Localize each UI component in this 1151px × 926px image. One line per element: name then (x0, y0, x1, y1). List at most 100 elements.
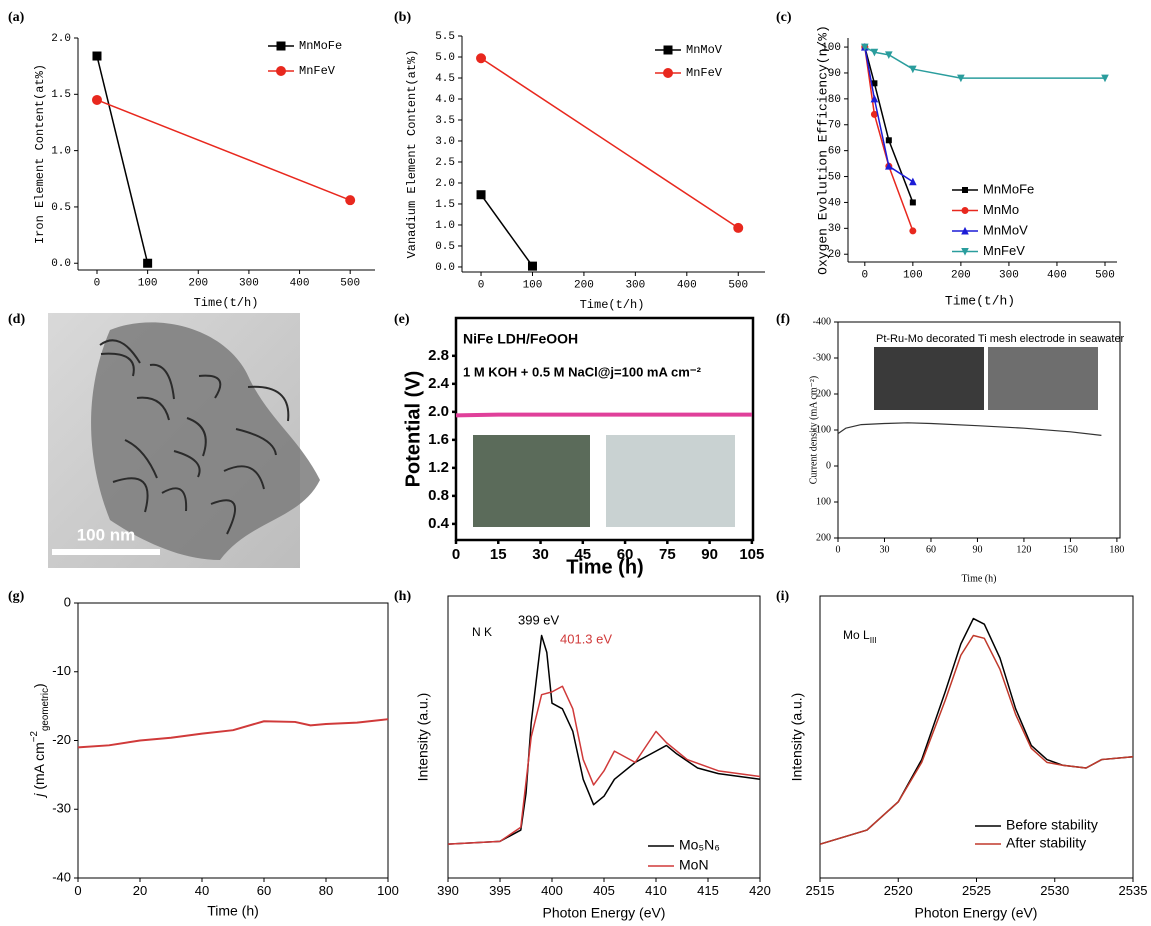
series-line (480, 194, 534, 267)
y-axis-label: Iron Element Content(at%) (33, 64, 47, 244)
x-tick-label: 60 (617, 546, 634, 563)
x-axis-label: Photon Energy (eV) (543, 905, 666, 921)
panel-label: (g) (8, 589, 25, 604)
micrograph-fold (173, 450, 201, 478)
x-tick-label: 90 (972, 544, 982, 555)
x-axis-label: Time(t/h) (945, 293, 1015, 308)
x-tick-label: 150 (1063, 544, 1078, 555)
y-tick-label: 3.0 (435, 136, 455, 148)
photo-inset (473, 435, 590, 527)
x-tick-label: 200 (188, 278, 208, 290)
y-axis-label: Intensity (a.u.) (789, 693, 805, 782)
y-tick-label: 0 (826, 460, 831, 471)
x-tick-label: 0 (862, 270, 869, 282)
y-tick-label: 30 (828, 223, 841, 235)
marker (870, 94, 879, 103)
y-tick-label: 1.5 (435, 199, 455, 211)
x-tick-label: 0 (74, 883, 81, 898)
x-tick-label: 400 (1047, 270, 1067, 282)
x-tick-label: 300 (239, 278, 259, 290)
x-tick-label: 100 (903, 270, 923, 282)
x-tick-label: 90 (701, 546, 718, 563)
y-axis-label-part: ) (31, 683, 47, 688)
legend-marker (961, 207, 969, 214)
x-tick-label: 300 (625, 280, 645, 292)
x-tick-label: 300 (999, 270, 1019, 282)
series-line (837, 422, 1102, 436)
legend-marker (961, 226, 969, 235)
marker (909, 177, 917, 186)
y-tick-label: -100 (813, 424, 831, 435)
micrograph-fold (198, 374, 222, 399)
y-tick-label: 0.0 (51, 258, 71, 270)
marker (871, 80, 878, 87)
y-tick-label: 0.5 (51, 202, 71, 214)
x-tick-label: 105 (739, 546, 764, 563)
y-axis-label: Oxygen Evolution Efficiency(η/%) (815, 25, 830, 275)
micrograph-fold (99, 339, 141, 364)
y-tick-label: -10 (52, 663, 71, 678)
annotation-part: Mo L (843, 628, 870, 642)
annotation: NiFe LDH/FeOOH (463, 331, 578, 347)
sem-inset (988, 347, 1098, 410)
y-tick-label: 0.8 (428, 487, 449, 504)
x-tick-label: 45 (574, 546, 591, 563)
x-tick-label: 100 (377, 883, 399, 898)
micrograph-fold (186, 417, 207, 457)
legend-label: MnMoFe (983, 181, 1034, 196)
x-tick-label: 20 (133, 883, 147, 898)
marker (476, 53, 487, 64)
legend-marker (962, 187, 968, 193)
sem-inset (874, 347, 984, 410)
y-tick-label: 80 (828, 94, 841, 106)
series-line (480, 57, 739, 229)
x-tick-label: 40 (195, 883, 209, 898)
y-tick-label: 100 (821, 42, 841, 54)
y-tick-label: 5.0 (435, 52, 455, 64)
y-tick-label: 1.0 (435, 220, 455, 232)
micrograph-fold (210, 499, 236, 535)
series-line (864, 46, 914, 203)
marker (909, 199, 916, 206)
series-line (819, 617, 1134, 845)
x-axis-label: Time (h) (207, 903, 259, 919)
x-axis-label: Time(t/h) (194, 296, 259, 310)
micrograph-fold (247, 385, 290, 422)
marker (143, 258, 153, 268)
series-line (96, 55, 149, 264)
y-tick-label: 1.5 (51, 89, 71, 101)
x-tick-label: 120 (1016, 544, 1031, 555)
panel-label: (d) (8, 312, 25, 327)
legend-marker (276, 41, 286, 51)
legend-label: MnMoV (686, 43, 723, 57)
y-tick-label: 4.0 (435, 94, 455, 106)
x-tick-label: 390 (437, 883, 459, 898)
y-tick-label: 60 (828, 146, 841, 158)
x-tick-label: 415 (697, 883, 719, 898)
y-tick-label: 90 (828, 68, 841, 80)
x-tick-label: 200 (951, 270, 971, 282)
y-axis-label: Vanadium Element Content(at%) (405, 50, 419, 259)
y-axis-label-part: geometric (40, 688, 51, 731)
x-axis-label: Time(t/h) (580, 298, 645, 312)
marker (885, 137, 892, 144)
micrograph-fold (235, 428, 277, 456)
marker (885, 162, 893, 170)
y-axis-label-part: −2 (29, 731, 40, 742)
y-tick-label: 200 (816, 532, 831, 543)
x-tick-label: 2520 (884, 883, 913, 898)
x-tick-label: 395 (489, 883, 511, 898)
annotation: 399 eV (518, 612, 560, 627)
marker (527, 261, 537, 271)
legend-label: MnFeV (983, 243, 1025, 258)
y-tick-label: 2.4 (428, 375, 450, 392)
series-line (864, 46, 914, 232)
series-line (447, 634, 761, 845)
y-tick-label: 2.8 (428, 347, 449, 364)
series-line (864, 46, 914, 183)
legend-label: Mo₅N₆ (679, 837, 720, 853)
x-tick-label: 500 (1095, 270, 1115, 282)
x-tick-label: 60 (257, 883, 271, 898)
y-tick-label: 5.5 (435, 31, 455, 43)
marker (909, 227, 917, 235)
